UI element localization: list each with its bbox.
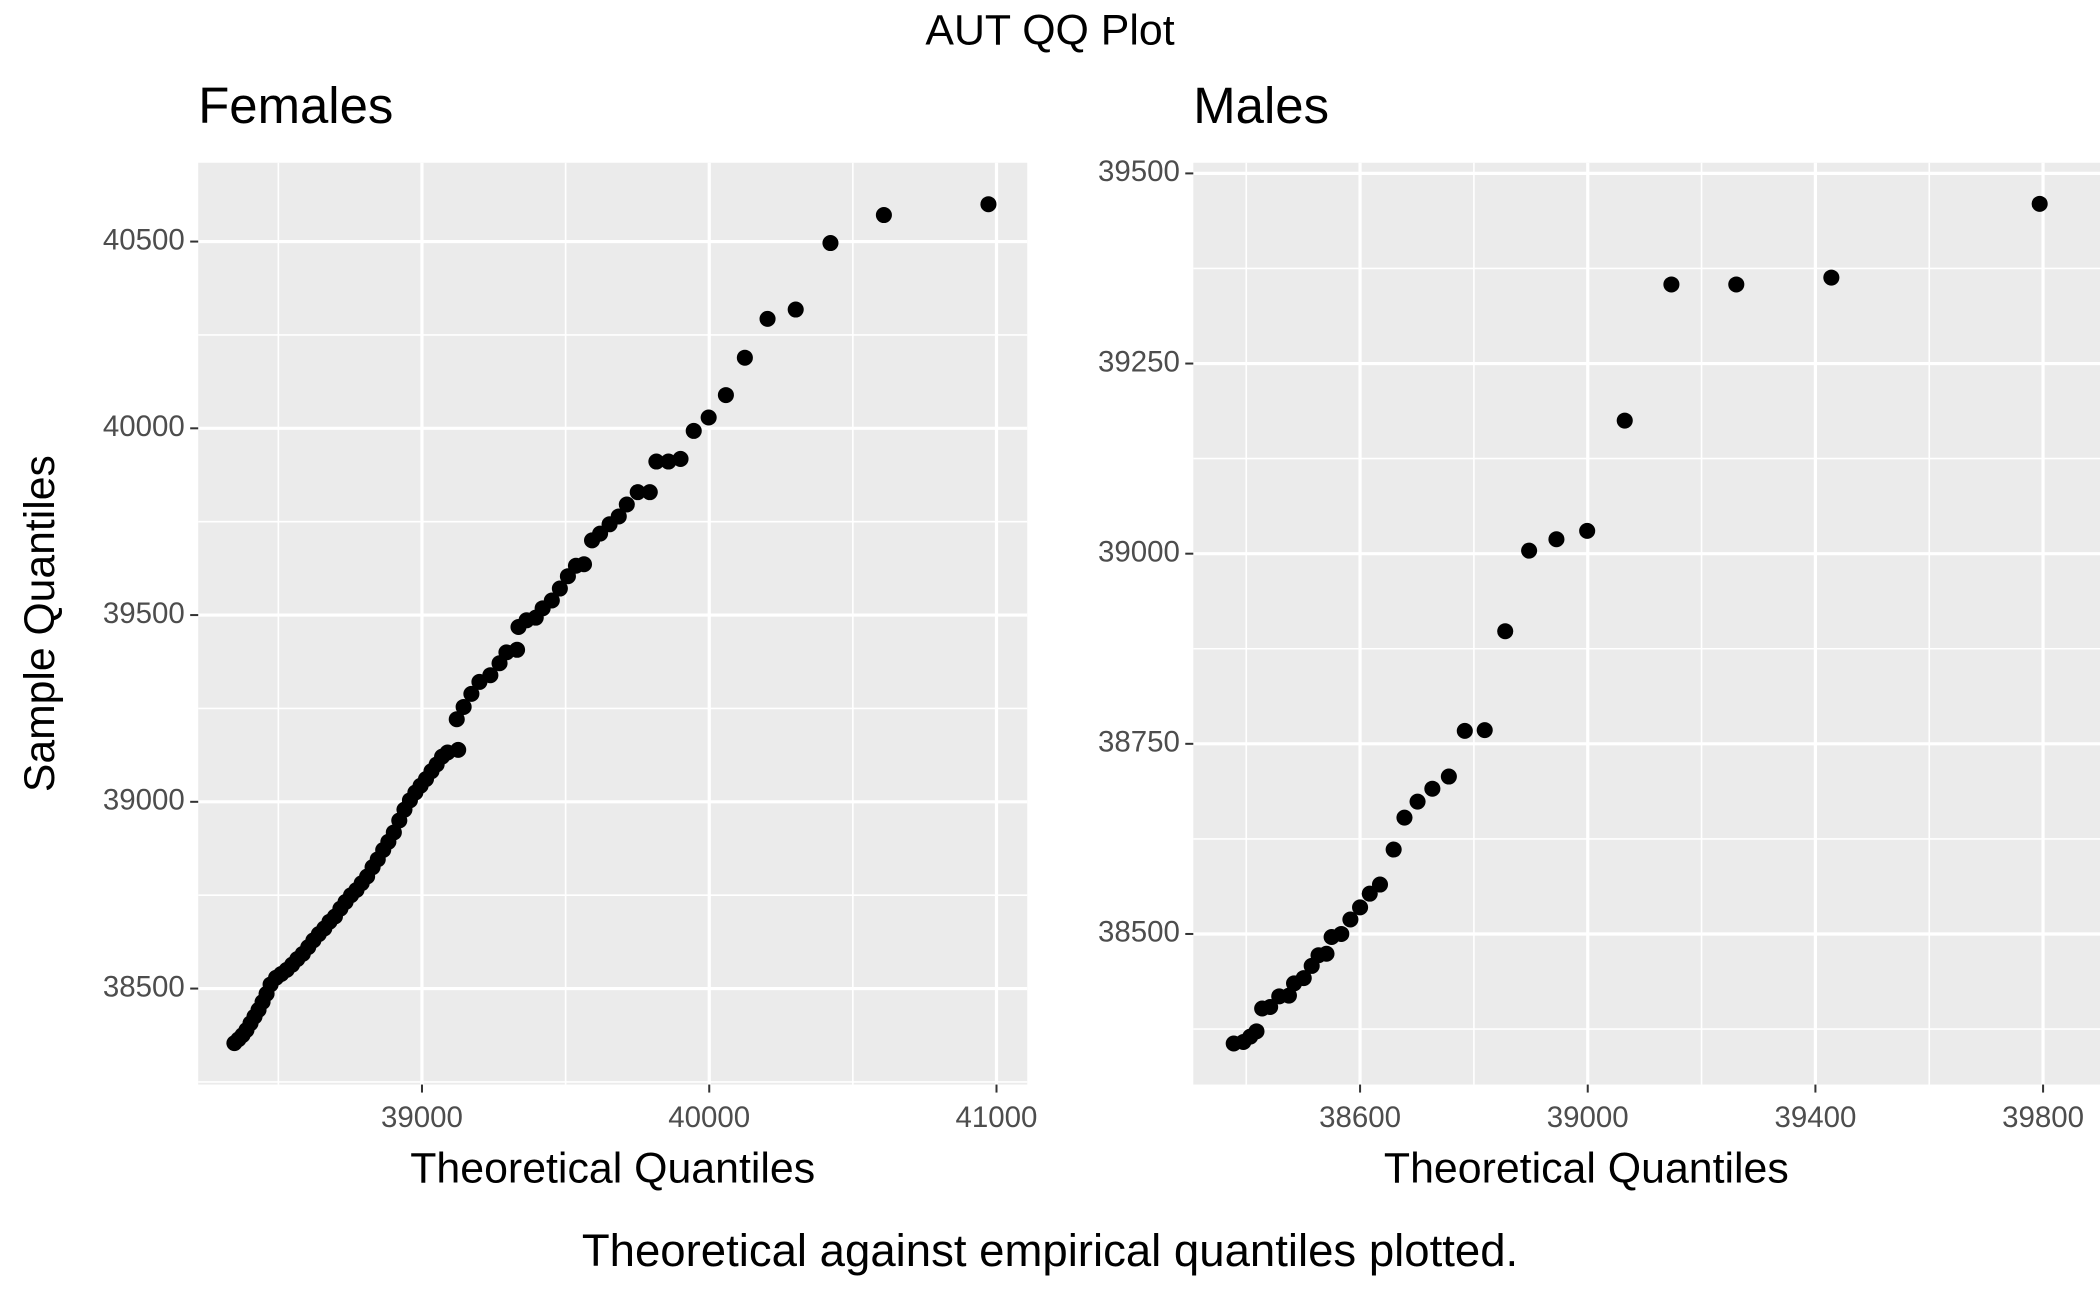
- point: [482, 667, 499, 684]
- point: [736, 349, 753, 366]
- point: [2031, 195, 2048, 212]
- point: [1371, 876, 1389, 893]
- point: [717, 387, 734, 404]
- point: [700, 409, 717, 426]
- point: [1248, 1023, 1265, 1040]
- point: [1385, 841, 1402, 858]
- x-tick-label: 39000: [381, 1101, 463, 1134]
- x-tick-label: 39400: [1774, 1101, 1856, 1134]
- point: [759, 310, 776, 327]
- point: [385, 824, 402, 841]
- x-tick-label: 39000: [1547, 1101, 1629, 1134]
- point: [648, 453, 665, 470]
- point: [1521, 542, 1538, 559]
- chart-title: AUT QQ Plot: [925, 7, 1174, 55]
- point: [641, 484, 658, 501]
- y-tick-label: 38500: [103, 970, 185, 1003]
- y-tick-label: 40000: [103, 410, 185, 443]
- point: [610, 508, 627, 525]
- point: [1318, 945, 1335, 962]
- point: [1409, 793, 1426, 810]
- point: [618, 496, 635, 513]
- x-axis-title: Theoretical Quantiles: [410, 1145, 815, 1193]
- y-tick-label: 39500: [1098, 155, 1180, 188]
- x-tick-label: 41000: [956, 1101, 1038, 1134]
- plot-background: [198, 162, 1028, 1085]
- panel-title: Females: [198, 77, 393, 134]
- point: [1396, 809, 1413, 826]
- x-tick-label: 39800: [2002, 1101, 2084, 1134]
- y-tick-label: 39500: [103, 597, 185, 630]
- y-tick-label: 38750: [1098, 726, 1180, 759]
- point: [1280, 987, 1297, 1004]
- point: [575, 556, 593, 573]
- point: [1823, 269, 1840, 286]
- x-axis-title: Theoretical Quantiles: [1384, 1145, 1789, 1193]
- caption: Theoretical against empirical quantiles …: [582, 1225, 1518, 1276]
- y-tick-label: 39000: [103, 784, 185, 817]
- point: [1342, 911, 1359, 928]
- point: [787, 301, 804, 318]
- point: [1663, 276, 1680, 293]
- y-tick-label: 39250: [1098, 345, 1180, 378]
- point: [455, 698, 472, 715]
- point: [1352, 899, 1369, 916]
- y-axis-title: Sample Quantiles: [16, 455, 64, 792]
- point: [1497, 623, 1514, 640]
- point: [1548, 531, 1565, 548]
- y-tick-label: 40500: [103, 223, 185, 256]
- point: [1424, 780, 1441, 797]
- point: [1476, 722, 1493, 739]
- y-tick-label: 38500: [1098, 916, 1180, 949]
- point: [509, 641, 526, 658]
- point: [1728, 276, 1745, 293]
- point: [448, 711, 465, 728]
- point: [672, 450, 689, 467]
- point: [1361, 885, 1378, 902]
- point: [463, 685, 480, 702]
- point: [1295, 970, 1312, 987]
- panel-title: Males: [1193, 77, 1329, 134]
- point: [1456, 722, 1473, 739]
- point: [551, 580, 568, 597]
- point: [980, 196, 997, 213]
- x-tick-label: 38600: [1319, 1101, 1401, 1134]
- point: [822, 235, 839, 252]
- y-tick-label: 39000: [1098, 535, 1180, 568]
- point: [1333, 925, 1350, 942]
- point: [1262, 998, 1279, 1015]
- point: [1616, 412, 1633, 429]
- point: [1579, 522, 1596, 539]
- point: [685, 422, 702, 439]
- x-tick-label: 40000: [668, 1101, 750, 1134]
- point: [629, 484, 646, 501]
- point: [450, 741, 467, 758]
- point: [875, 207, 892, 224]
- point: [660, 453, 677, 470]
- point: [1440, 768, 1457, 785]
- point: [543, 592, 560, 609]
